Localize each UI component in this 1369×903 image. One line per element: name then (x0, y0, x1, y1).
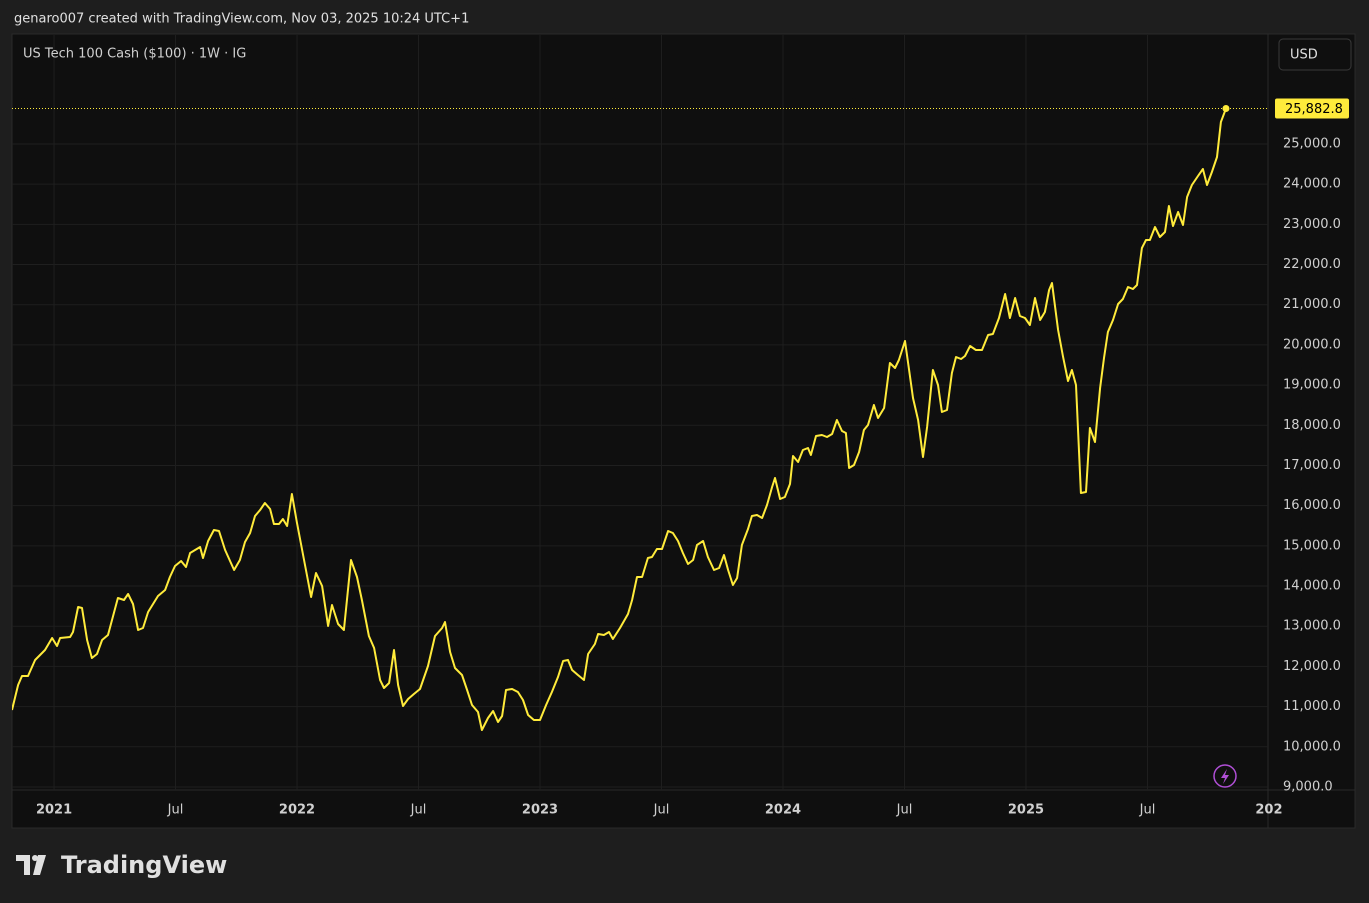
x-tick-label: 202 (1255, 803, 1282, 818)
axes: 9,000.0 10,000.0 11,000.0 12,000.0 13,000.0 1… (36, 98, 1349, 818)
x-tick-label: 2025 (1008, 803, 1044, 818)
x-tick-label: 2022 (279, 803, 315, 818)
y-tick-label: 16,000.0 (1283, 498, 1341, 513)
y-tick-label: 22,000.0 (1283, 257, 1341, 272)
price-tag (1275, 98, 1349, 119)
x-tick-label: Jul (1139, 803, 1156, 818)
y-tick-label: 13,000.0 (1283, 619, 1341, 634)
logo-mark (16, 855, 46, 875)
y-tick-label: 19,000.0 (1283, 378, 1341, 393)
x-tick-label: Jul (410, 803, 427, 818)
brand: TradingView (61, 851, 227, 879)
currency-button[interactable] (1278, 38, 1352, 71)
last-point (1222, 104, 1230, 112)
x-tick-label: Jul (896, 803, 913, 818)
y-tick-label: 23,000.0 (1283, 217, 1341, 232)
x-tick-label: 2023 (522, 803, 558, 818)
x-tick-label: Jul (167, 803, 184, 818)
logo (16, 855, 46, 875)
header: genaro007 created with TradingView.com, … (14, 12, 469, 27)
lightning-bolt (1221, 769, 1229, 784)
y-tick-label: 15,000.0 (1283, 538, 1341, 553)
y-tick-label: 21,000.0 (1283, 297, 1341, 312)
y-tick-label: 10,000.0 (1283, 739, 1341, 754)
grid (12, 35, 1268, 790)
y-tick-label: 12,000.0 (1283, 659, 1341, 674)
y-tick-label: 11,000.0 (1283, 699, 1341, 714)
chart-frame (11, 33, 1356, 829)
y-tick-label: 18,000.0 (1283, 418, 1341, 433)
logo-dot (32, 855, 38, 861)
x-tick-label: Jul (653, 803, 670, 818)
legend-title: US Tech 100 Cash ($100) · 1W · IG (23, 47, 246, 62)
x-tick-label: 2021 (36, 803, 72, 818)
currency[interactable]: USD (1290, 48, 1318, 63)
y-tick-label: 17,000.0 (1283, 458, 1341, 473)
plot (12, 104, 1268, 731)
x-tick-label: 2024 (765, 803, 801, 818)
y-tick-label: 25,000.0 (1283, 136, 1341, 151)
y-tick-label: 9,000.0 (1283, 779, 1333, 794)
lightning-icon[interactable] (1213, 764, 1237, 788)
price-line (12, 108, 1227, 731)
y-tick-label: 20,000.0 (1283, 337, 1341, 352)
price-tag-label: 25,882.8 (1285, 102, 1343, 117)
y-tick-label: 14,000.0 (1283, 579, 1341, 594)
y-tick-label: 24,000.0 (1283, 177, 1341, 192)
